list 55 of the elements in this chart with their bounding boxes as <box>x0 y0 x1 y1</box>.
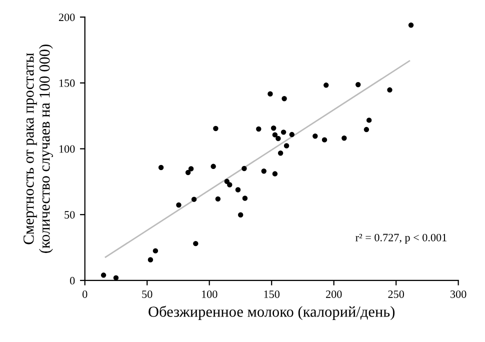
point <box>356 82 361 88</box>
point <box>113 275 119 280</box>
point <box>210 164 216 170</box>
x-tick-label: 250 <box>388 290 404 298</box>
point <box>272 132 278 138</box>
point <box>270 125 276 131</box>
point <box>224 178 230 184</box>
point <box>193 240 198 246</box>
point <box>176 202 182 208</box>
point <box>227 182 232 188</box>
point <box>342 135 347 141</box>
point <box>185 170 191 176</box>
point <box>276 136 281 142</box>
point <box>364 126 370 132</box>
annotation: r² = 0.727, p < 0.001 <box>356 234 446 244</box>
point <box>242 166 247 172</box>
point <box>268 91 273 96</box>
y-tick-label: 0 <box>70 276 75 284</box>
point <box>215 196 221 202</box>
point <box>387 87 392 93</box>
x-tick-label: 150 <box>264 290 280 298</box>
point <box>238 212 244 218</box>
x-tick-label: 0 <box>82 290 88 298</box>
x-tick-label: 100 <box>202 290 218 298</box>
point <box>213 126 218 132</box>
point <box>188 166 194 172</box>
y-tick-label: 50 <box>64 211 75 219</box>
x-tick-label: 300 <box>450 290 466 298</box>
point <box>324 82 329 88</box>
point <box>322 137 328 142</box>
y-tick-label: 150 <box>59 79 75 87</box>
x-tick-label: 50 <box>142 290 152 298</box>
point <box>284 143 290 148</box>
point <box>242 196 248 201</box>
point <box>366 118 372 123</box>
point <box>261 168 266 174</box>
point <box>278 150 284 156</box>
point <box>148 257 154 262</box>
y-tick-label: 100 <box>59 145 75 153</box>
point <box>100 272 106 278</box>
y-axis-title: Смертность от рака простаты (количество случаев на 100 000) <box>24 44 53 253</box>
y-tick-label: 200 <box>58 14 75 22</box>
point <box>272 171 278 176</box>
point <box>256 126 262 132</box>
x-axis-title: Обезжиренное молоко (калорий/день) <box>148 306 395 320</box>
point <box>312 134 318 139</box>
point <box>152 248 158 254</box>
point <box>408 22 414 28</box>
point <box>280 130 286 135</box>
point <box>289 132 295 138</box>
point <box>191 196 197 202</box>
point <box>282 96 287 102</box>
x-tick-label: 200 <box>326 290 342 298</box>
point <box>158 164 164 170</box>
point <box>235 187 241 192</box>
